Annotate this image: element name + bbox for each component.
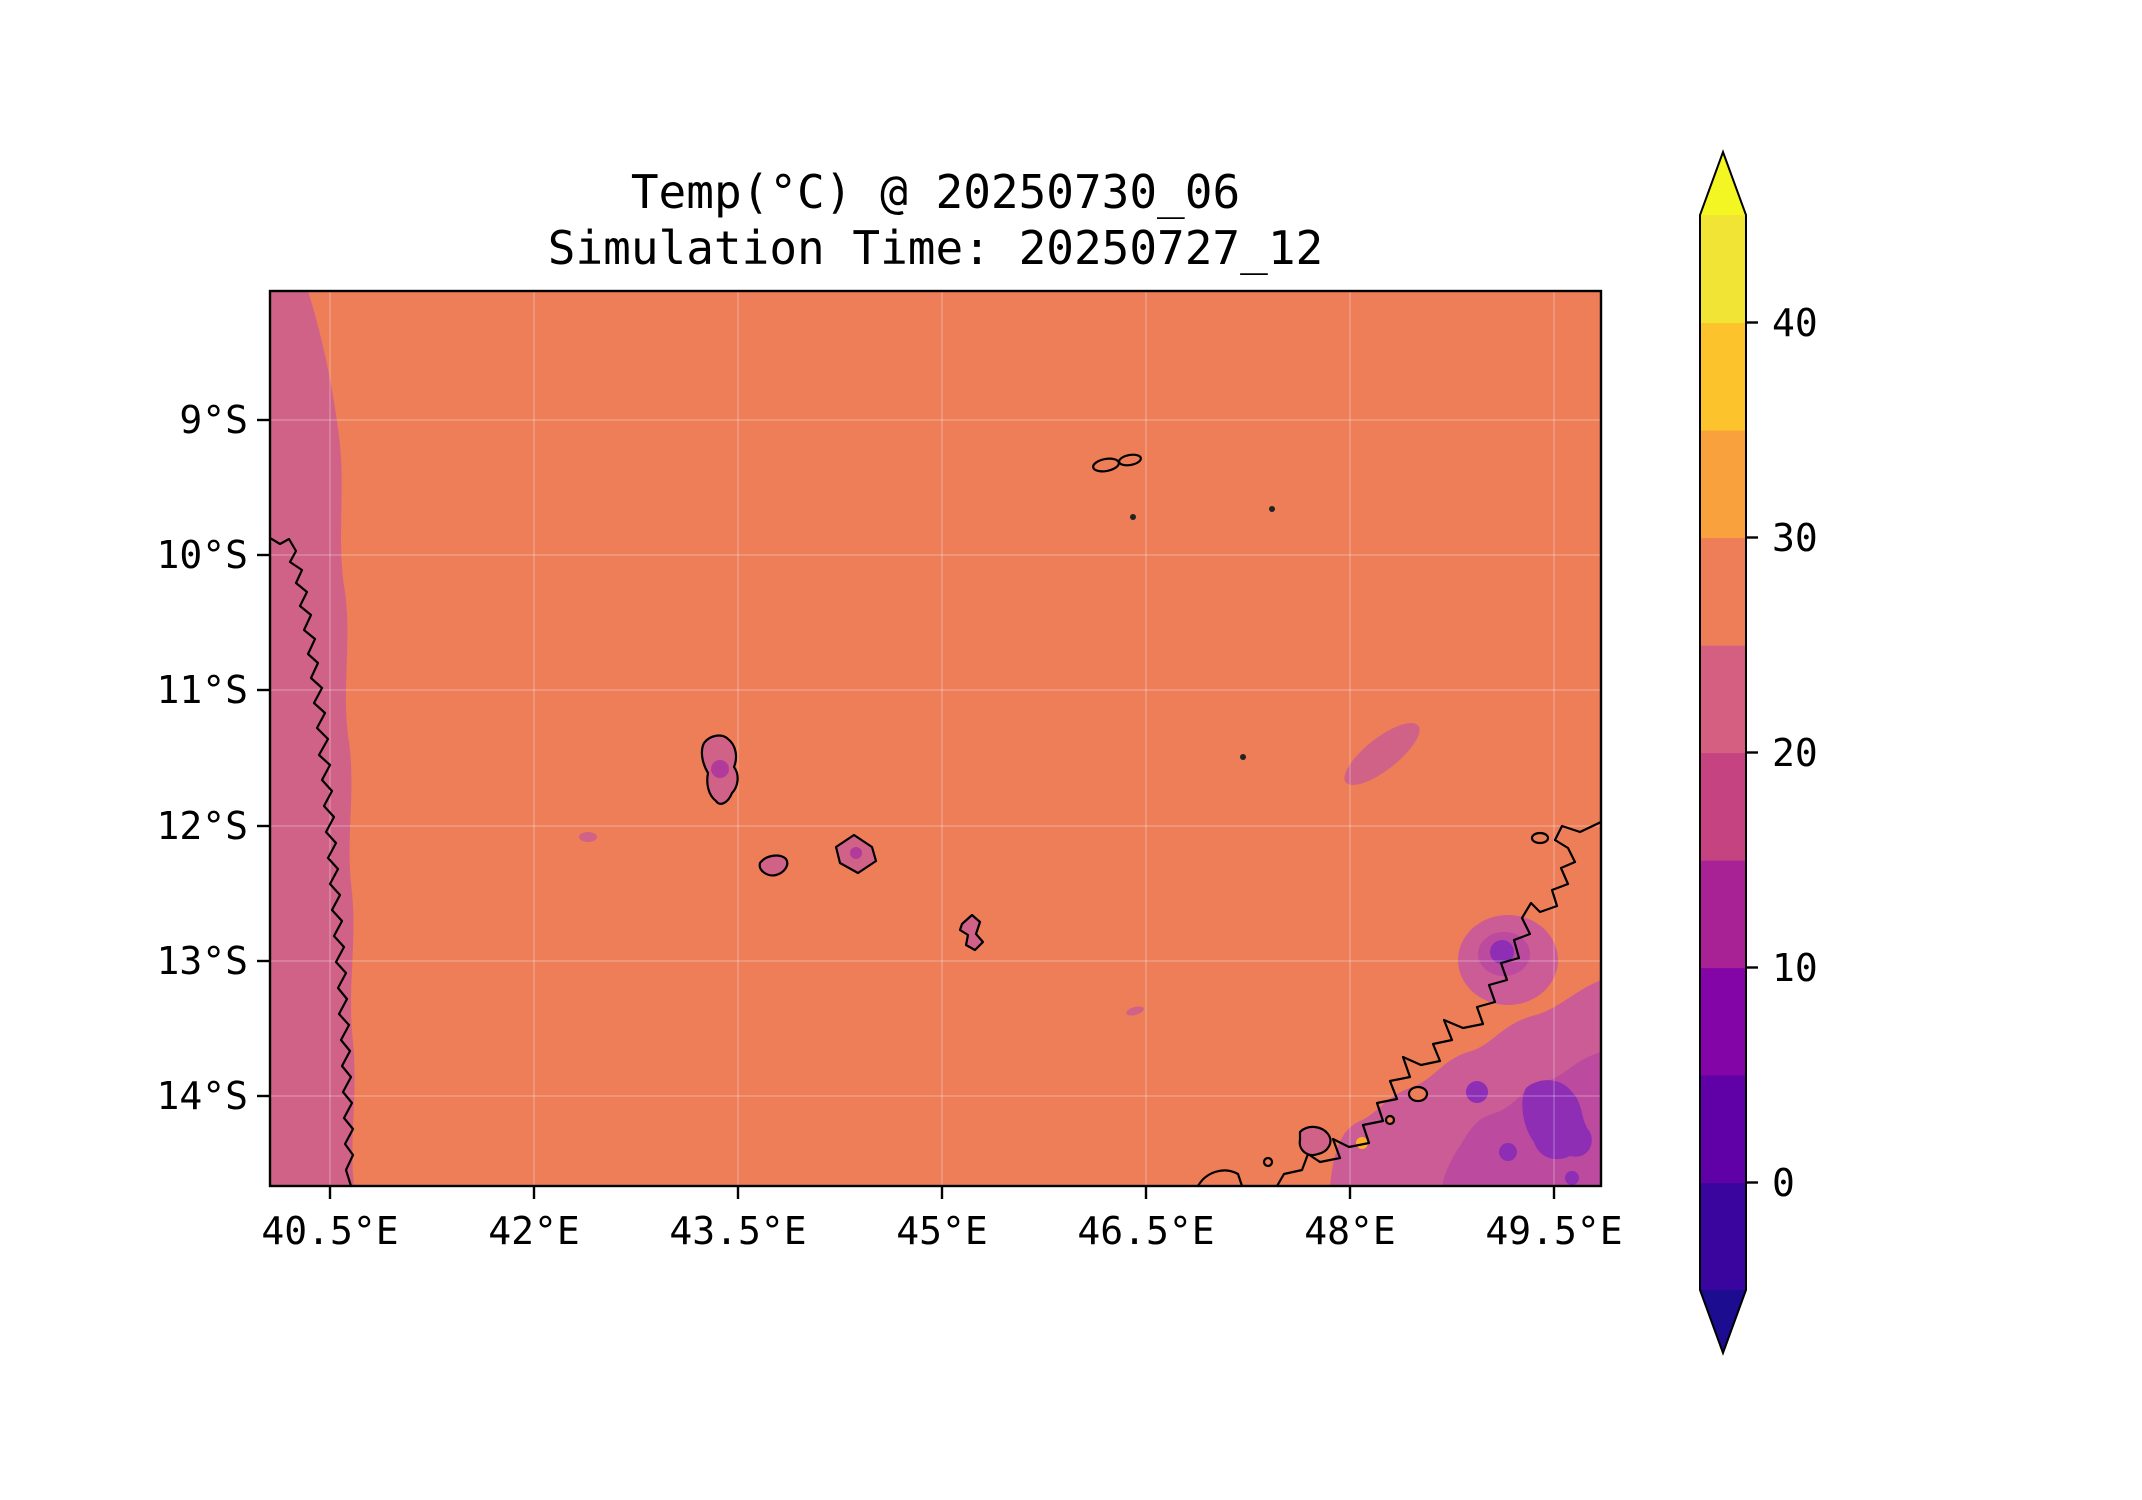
y-tick-label: 11°S	[156, 668, 248, 712]
anjouan-cold-dot	[850, 847, 862, 859]
offshore-cool-patch	[1344, 722, 1420, 786]
coastal-islet-3	[1298, 1125, 1332, 1157]
x-tick-label: 48°E	[1304, 1209, 1396, 1253]
coastal-islet-4	[1262, 1156, 1274, 1168]
coastal-islet-1	[1407, 1085, 1429, 1103]
colorbar-band	[1700, 752, 1746, 861]
upper-land-cold-spot	[1490, 940, 1514, 964]
grid-layer	[270, 291, 1601, 1186]
colorbar-tick-label: 0	[1772, 1160, 1795, 1205]
axis-tick-marks	[257, 418, 1556, 1199]
island-moheli	[758, 854, 789, 877]
colorbar-band	[1700, 322, 1746, 431]
colorbar	[1699, 149, 1758, 1356]
colorbar-band	[1700, 537, 1746, 646]
colorbar-band	[1700, 1075, 1746, 1184]
colorbar-tick-label: 30	[1772, 515, 1818, 560]
tiny-islet-dot-1	[1130, 514, 1136, 520]
island-mayotte	[958, 913, 985, 952]
colorbar-band	[1700, 215, 1746, 324]
colorbar-tick-label: 40	[1772, 300, 1818, 345]
plot-title: Temp(°C) @ 20250730_06	[630, 165, 1241, 219]
x-tick-label: 40.5°E	[261, 1209, 399, 1253]
west-cool-band	[270, 291, 355, 1186]
colorbar-tick-label: 20	[1772, 730, 1818, 775]
small-cool-speck-west	[579, 832, 597, 842]
bottom-edge-islet	[1196, 1169, 1244, 1186]
tiny-islet-dot-3	[1240, 754, 1246, 760]
y-tick-label: 12°S	[156, 804, 248, 848]
highland-cold-spot-2	[1499, 1143, 1517, 1161]
large-island-coastline	[1275, 820, 1601, 1186]
coastal-islet-2	[1384, 1114, 1396, 1126]
y-tick-label: 9°S	[179, 398, 248, 442]
x-tick-label: 43.5°E	[669, 1209, 807, 1253]
y-tick-label: 14°S	[156, 1074, 248, 1118]
mainland-coastline	[270, 536, 355, 1186]
north-tip-islet	[1530, 831, 1550, 845]
highland-cold-spot-1	[1466, 1081, 1488, 1103]
colorbar-band	[1700, 860, 1746, 969]
plot-subtitle: Simulation Time: 20250727_12	[547, 221, 1324, 275]
map-fill-layer	[270, 291, 1601, 1186]
grande-comore-cold-dot	[711, 760, 729, 778]
x-tick-label: 46.5°E	[1077, 1209, 1215, 1253]
colorbar-extend-low	[1700, 1290, 1746, 1353]
x-tick-label: 42°E	[488, 1209, 580, 1253]
colorbar-band	[1700, 1182, 1746, 1291]
tiny-islet-dot-2	[1269, 506, 1275, 512]
colorbar-band	[1700, 430, 1746, 539]
y-tick-label: 13°S	[156, 939, 248, 983]
colorbar-extend-high	[1700, 152, 1746, 215]
island-dot-layer	[711, 506, 1275, 859]
colorbar-outline	[1699, 149, 1747, 1356]
colorbar-tick-label: 10	[1772, 945, 1818, 990]
plot-border	[268, 289, 1603, 1188]
colorbar-band	[1700, 645, 1746, 754]
small-cool-speck-south	[1126, 1006, 1144, 1016]
y-tick-label: 10°S	[156, 533, 248, 577]
x-tick-label: 49.5°E	[1485, 1209, 1623, 1253]
highland-cold-spot-3	[1565, 1171, 1579, 1185]
atoll-ring-east	[1118, 453, 1142, 467]
x-tick-label: 45°E	[896, 1209, 988, 1253]
highland-cold-blob	[1522, 1080, 1592, 1160]
colorbar-band	[1700, 967, 1746, 1076]
